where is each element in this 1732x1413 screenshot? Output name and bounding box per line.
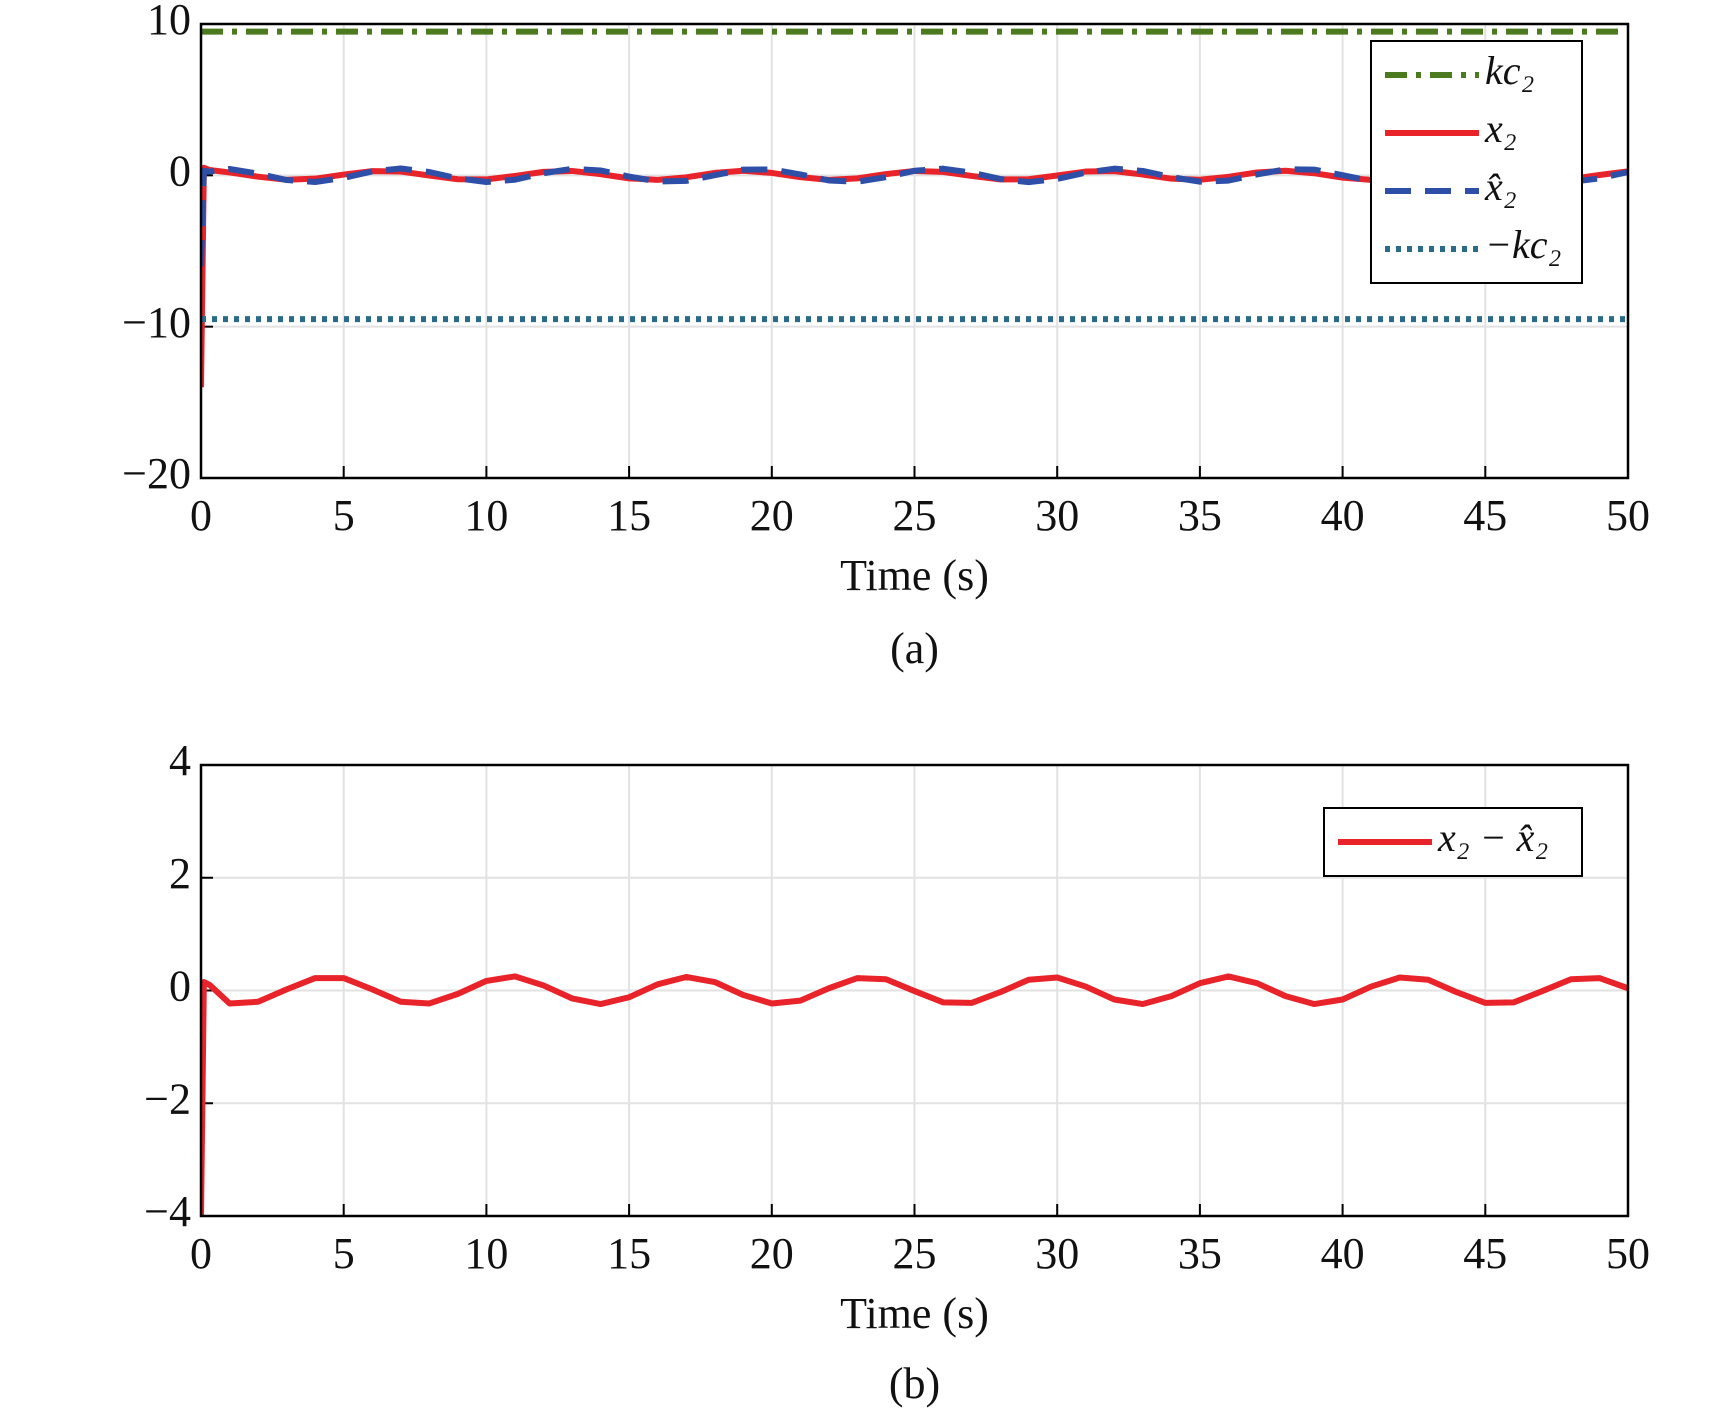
y-tick-label: −10 <box>122 298 191 347</box>
x-tick-label: 0 <box>190 491 212 540</box>
x-tick-label: 25 <box>893 491 937 540</box>
legend-label: x₂ − x̂₂ <box>1437 815 1548 860</box>
series-line <box>201 973 1628 1216</box>
x-tick-label: 50 <box>1606 1229 1650 1278</box>
x-tick-label: 45 <box>1463 491 1507 540</box>
x-tick-label: 40 <box>1321 491 1365 540</box>
y-tick-label: 4 <box>169 736 191 785</box>
legend-label: −kc₂ <box>1485 222 1561 267</box>
legend-label: x₂ <box>1484 106 1517 151</box>
caption: (a) <box>890 624 939 673</box>
legend-label: x̂₂ <box>1484 164 1517 209</box>
y-tick-label: −4 <box>144 1187 191 1236</box>
y-tick-label: 10 <box>147 0 191 44</box>
axes-box <box>199 22 1630 480</box>
x-tick-label: 45 <box>1463 1229 1507 1278</box>
x-tick-label: 10 <box>464 491 508 540</box>
x-tick-label: 15 <box>607 491 651 540</box>
x-axis-label: Time (s) <box>840 551 989 600</box>
x-tick-label: 25 <box>893 1229 937 1278</box>
y-tick-label: 0 <box>169 146 191 195</box>
caption: (b) <box>889 1359 940 1408</box>
x-tick-label: 10 <box>464 1229 508 1278</box>
axes-box <box>199 763 1630 1218</box>
x-axis-label: Time (s) <box>840 1289 989 1338</box>
y-tick-label: −20 <box>122 449 191 498</box>
x-tick-label: 15 <box>607 1229 651 1278</box>
x-tick-label: 50 <box>1606 491 1650 540</box>
x-tick-label: 35 <box>1178 491 1222 540</box>
y-tick-label: 2 <box>169 849 191 898</box>
x-tick-label: 30 <box>1035 491 1079 540</box>
x-tick-label: 20 <box>750 491 794 540</box>
y-tick-label: 0 <box>169 962 191 1011</box>
x-tick-label: 0 <box>190 1229 212 1278</box>
x-tick-label: 35 <box>1178 1229 1222 1278</box>
x-tick-label: 40 <box>1321 1229 1365 1278</box>
y-tick-label: −2 <box>144 1074 191 1123</box>
x-tick-label: 30 <box>1035 1229 1079 1278</box>
x-tick-label: 5 <box>333 1229 355 1278</box>
x-tick-label: 20 <box>750 1229 794 1278</box>
legend-box <box>1370 40 1583 284</box>
legend-label: kc₂ <box>1485 48 1534 93</box>
x-tick-label: 5 <box>333 491 355 540</box>
